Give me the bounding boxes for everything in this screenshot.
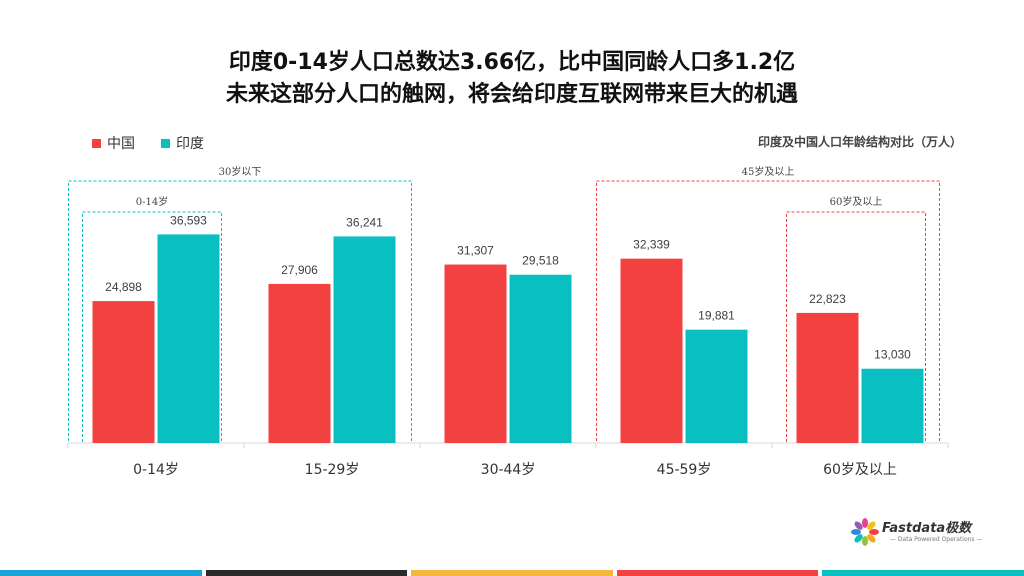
footer-color-segment [616,570,819,576]
brand-name: Fastdata极数 [882,521,972,536]
headline-line-1: 印度0-14岁人口总数达3.66亿，比中国同龄人口多1.2亿 [228,50,796,75]
legend-swatch-china [92,138,101,148]
brand-petal [854,521,863,530]
brand-flower-icon [851,518,879,546]
brand-petal [867,521,876,530]
footer-color-bar [0,570,1024,576]
bar-chart: 30岁以下 0-14岁 45岁及以上 60岁及以上 24,898 27,906 31,307… [67,165,949,478]
brand-petal [867,534,876,543]
data-label: 27,906 [281,263,318,277]
bar-india [509,274,572,443]
brand-petal [851,529,861,535]
bar-china [620,258,683,443]
x-tick-label: 60岁及以上 [823,462,897,478]
brand-petal [862,536,868,546]
footer-color-segment [0,570,202,576]
group-label: 0-14岁 [136,195,168,208]
legend-label-india: 印度 [176,136,204,152]
group-label: 30岁以下 [219,165,262,178]
data-label: 19,881 [698,309,735,323]
bar-india [157,234,220,443]
data-label: 13,030 [874,348,911,362]
group-label: 45岁及以上 [742,165,795,178]
data-label: 29,518 [522,254,559,268]
x-tick-label: 15-29岁 [305,462,360,478]
bar-india [685,329,748,443]
bar-china [268,283,331,443]
x-tick-label: 0-14岁 [133,462,179,478]
chart-title: 印度及中国人口年龄结构对比（万人） [757,135,962,149]
data-label: 22,823 [809,292,846,306]
bar-china [92,301,155,443]
legend-item-india: 印度 [161,133,204,153]
data-label: 24,898 [105,280,142,294]
data-label: 36,593 [170,213,207,227]
headline-line-2: 未来这部分人口的触网，将会给印度互联网带来巨大的机遇 [225,82,798,107]
data-label: 31,307 [457,244,494,258]
bar-india [333,236,396,443]
bar-china [796,312,859,443]
footer-color-segment [411,570,613,576]
brand-petal [854,534,863,543]
footer-color-segment [205,570,408,576]
brand-petal [869,529,879,535]
chart-legend: 中国 印度 [92,133,230,153]
legend-item-china: 中国 [92,133,135,153]
bar-china [444,264,507,443]
legend-swatch-india [161,138,170,148]
group-label: 60岁及以上 [830,195,883,208]
x-tick-label: 45-59岁 [657,462,712,478]
footer-color-segment [822,570,1024,576]
bar-india [861,368,924,443]
data-label: 36,241 [346,215,383,229]
x-tick-label: 30-44岁 [481,462,536,478]
brand-petal [862,518,868,528]
data-label: 32,339 [633,238,670,252]
legend-label-china: 中国 [107,136,135,152]
brand-tagline: — Data Powered Operations — [890,536,983,543]
brand-logo: Fastdata极数 — Data Powered Operations — [848,512,988,558]
